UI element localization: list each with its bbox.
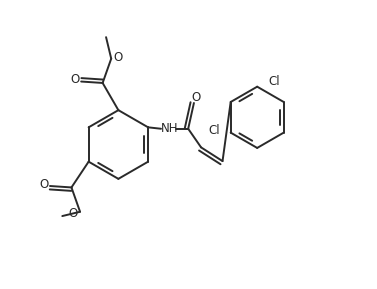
Text: O: O bbox=[70, 73, 80, 86]
Text: Cl: Cl bbox=[269, 75, 280, 88]
Text: O: O bbox=[114, 51, 123, 64]
Text: Cl: Cl bbox=[208, 124, 220, 137]
Text: NH: NH bbox=[161, 122, 178, 135]
Text: O: O bbox=[68, 207, 78, 220]
Text: O: O bbox=[39, 178, 48, 191]
Text: O: O bbox=[192, 91, 201, 104]
